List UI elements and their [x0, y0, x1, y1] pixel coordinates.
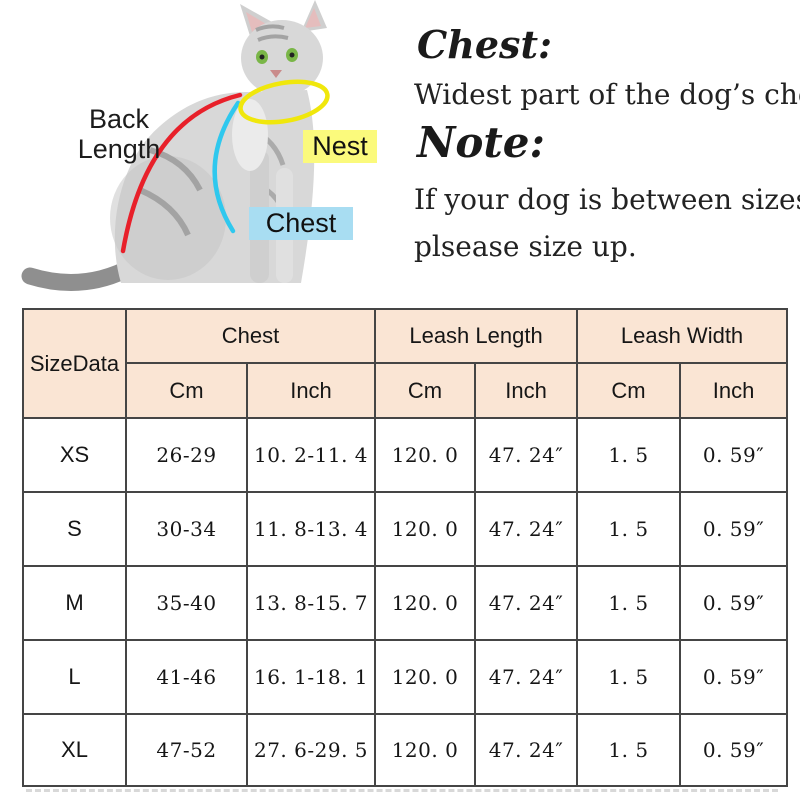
value-cell: 26-29 — [125, 417, 248, 493]
size-label: M — [22, 565, 127, 641]
value-cell: 27. 6-29. 5 — [245, 713, 377, 787]
cat-haunch — [110, 156, 226, 280]
value-cell: 47. 24″ — [474, 639, 579, 715]
cat-pupil — [259, 54, 265, 60]
size-label: S — [22, 491, 127, 567]
size-label: XS — [22, 417, 127, 493]
value-cell: 47. 24″ — [474, 565, 579, 641]
value-cell: 0. 59″ — [679, 713, 789, 787]
table-header-row-groups: SizeData Chest Leash Length Leash Width — [22, 308, 789, 419]
nest-ring — [238, 79, 330, 125]
value-cell: 120. 0 — [374, 417, 477, 493]
table-row-s: S 30-34 11. 8-13. 4 120. 0 47. 24″ 1. 5 … — [22, 491, 789, 567]
value-cell: 1. 5 — [576, 639, 682, 715]
unit-header-width-inch: Inch — [679, 362, 789, 419]
cat-ear-inner — [246, 12, 266, 32]
chest-description: Widest part of the dog’s chest — [414, 78, 800, 111]
value-cell: 16. 1-18. 1 — [245, 639, 377, 715]
table-row-m: M 35-40 13. 8-15. 7 120. 0 47. 24″ 1. 5 … — [22, 565, 789, 641]
cat-pupil — [289, 52, 295, 58]
value-cell: 120. 0 — [374, 713, 477, 787]
value-cell: 47. 24″ — [474, 491, 579, 567]
value-cell: 120. 0 — [374, 565, 477, 641]
size-label: XL — [22, 713, 127, 787]
value-cell: 1. 5 — [576, 417, 682, 493]
value-cell: 0. 59″ — [679, 491, 789, 567]
cat-nose — [270, 70, 282, 78]
value-cell: 11. 8-13. 4 — [245, 491, 377, 567]
table-row-xl: XL 47-52 27. 6-29. 5 120. 0 47. 24″ 1. 5… — [22, 713, 789, 787]
value-cell: 30-34 — [125, 491, 248, 567]
cat-stripe — [138, 187, 191, 237]
unit-header-length-inch: Inch — [474, 362, 579, 419]
nest-label: Nest — [303, 130, 377, 163]
chest-label: Chest — [249, 207, 353, 240]
unit-header-chest-cm: Cm — [125, 362, 248, 419]
size-label: L — [22, 639, 127, 715]
value-cell: 35-40 — [125, 565, 248, 641]
value-cell: 120. 0 — [374, 491, 477, 567]
cat-head-stripe — [257, 34, 289, 42]
table-row-xs: XS 26-29 10. 2-11. 4 120. 0 47. 24″ 1. 5… — [22, 417, 789, 493]
value-cell: 0. 59″ — [679, 417, 789, 493]
unit-header-chest-inch: Inch — [245, 362, 377, 419]
group-header-leash-length: Leash Length — [374, 308, 579, 364]
value-cell: 0. 59″ — [679, 565, 789, 641]
value-cell: 1. 5 — [576, 713, 682, 787]
value-cell: 1. 5 — [576, 565, 682, 641]
chest-heading: Chest: — [417, 22, 553, 67]
unit-header-length-cm: Cm — [374, 362, 477, 419]
table-header-row-units: Cm Inch Cm Inch Cm Inch — [23, 362, 789, 419]
value-cell: 120. 0 — [374, 639, 477, 715]
chest-girth-line — [212, 100, 241, 234]
unit-header-width-cm: Cm — [576, 362, 682, 419]
cropped-row-line — [26, 789, 778, 792]
value-cell: 0. 59″ — [679, 639, 789, 715]
group-header-leash-width: Leash Width — [576, 308, 789, 364]
corner-cell-sizedata: SizeData — [22, 308, 127, 419]
value-cell: 47. 24″ — [474, 713, 579, 787]
back-length-label: Back Length — [77, 104, 161, 164]
group-header-chest: Chest — [124, 308, 377, 364]
back-length-line — [120, 92, 243, 254]
value-cell: 47. 24″ — [474, 417, 579, 493]
note-text-line2: plsease size up. — [414, 230, 637, 263]
value-cell: 41-46 — [125, 639, 248, 715]
cat-chest-patch — [232, 99, 268, 171]
note-text-line1: If your dog is between sizes, — [414, 183, 800, 216]
value-cell: 10. 2-11. 4 — [245, 417, 377, 493]
size-table: SizeData Chest Leash Length Leash Width … — [22, 308, 789, 787]
value-cell: 1. 5 — [576, 491, 682, 567]
cat-head-stripe — [255, 24, 285, 32]
note-heading: Note: — [417, 118, 546, 167]
value-cell: 47-52 — [125, 713, 248, 787]
cat-stripe — [149, 147, 203, 192]
value-cell: 13. 8-15. 7 — [245, 565, 377, 641]
cat-ear-inner — [305, 8, 321, 28]
table-row-l: L 41-46 16. 1-18. 1 120. 0 47. 24″ 1. 5 … — [22, 639, 789, 715]
